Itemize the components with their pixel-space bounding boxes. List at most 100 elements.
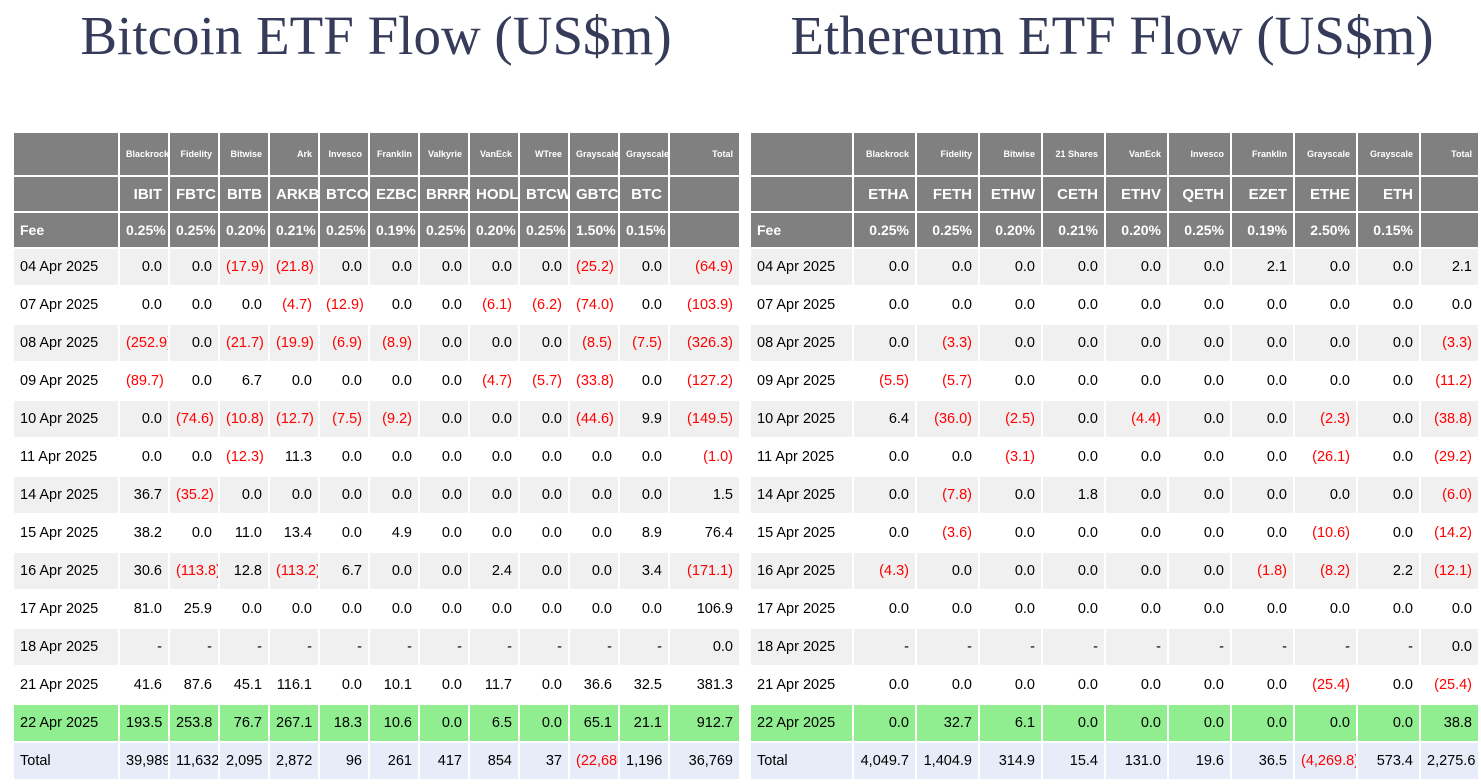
cell-value: 2.1 — [1421, 249, 1478, 285]
cell-value: 0.0 — [520, 477, 568, 513]
total-cell-value: 131.0 — [1106, 743, 1167, 779]
cell-value: 0.0 — [1169, 401, 1230, 437]
cell-value: 0.0 — [1358, 705, 1419, 741]
cell-value: 6.4 — [854, 401, 915, 437]
cell-value: 0.0 — [520, 705, 568, 741]
cell-value: (3.1) — [980, 439, 1041, 475]
total-cell-value: 36.5 — [1232, 743, 1293, 779]
row-date: 07 Apr 2025 — [751, 287, 852, 323]
provider-header: Blackrock — [854, 133, 915, 175]
row-date: 15 Apr 2025 — [14, 515, 118, 551]
ticker-header: ETHA — [854, 177, 915, 211]
cell-value: 0.0 — [120, 249, 168, 285]
fee-value: 0.25% — [320, 213, 368, 247]
cell-value: - — [1295, 629, 1356, 665]
cell-value: 0.0 — [1106, 477, 1167, 513]
table-row: 15 Apr 2025 38.2 0.0 11.0 13.4 0.0 4.9 0.0 0.0 0.… — [14, 515, 739, 551]
cell-value: (44.6) — [570, 401, 618, 437]
bitcoin-table-title: Bitcoin ETF Flow (US$m) — [80, 5, 672, 66]
fee-value: 0.19% — [370, 213, 418, 247]
cell-value: 0.0 — [980, 477, 1041, 513]
cell-value: 0.0 — [1106, 515, 1167, 551]
cell-value: (6.0) — [1421, 477, 1478, 513]
cell-value: 0.0 — [620, 477, 668, 513]
cell-value: 0.0 — [1295, 249, 1356, 285]
cell-value: 0.0 — [980, 325, 1041, 361]
cell-value: (33.8) — [570, 363, 618, 399]
cell-value: 0.0 — [1232, 363, 1293, 399]
cell-value: 0.0 — [1106, 439, 1167, 475]
row-date: 15 Apr 2025 — [751, 515, 852, 551]
cell-value: 0.0 — [1106, 325, 1167, 361]
ticker-header: EZET — [1232, 177, 1293, 211]
cell-value: 13.4 — [270, 515, 318, 551]
cell-value: 0.0 — [420, 287, 468, 323]
cell-value: 0.0 — [1358, 439, 1419, 475]
cell-value: (7.8) — [917, 477, 978, 513]
cell-value: (5.7) — [520, 363, 568, 399]
cell-value: 116.1 — [270, 667, 318, 703]
cell-value: (8.2) — [1295, 553, 1356, 589]
cell-value: - — [917, 629, 978, 665]
cell-value: - — [854, 629, 915, 665]
cell-value: 38.2 — [120, 515, 168, 551]
cell-value: 0.0 — [320, 249, 368, 285]
row-date: 14 Apr 2025 — [14, 477, 118, 513]
cell-value: 0.0 — [1295, 325, 1356, 361]
cell-value: - — [1358, 629, 1419, 665]
ticker-header: BTC — [620, 177, 668, 211]
cell-value: 2.4 — [470, 553, 518, 589]
cell-value: 0.0 — [470, 401, 518, 437]
row-date: 16 Apr 2025 — [14, 553, 118, 589]
ticker-header: ARKB — [270, 177, 318, 211]
cell-value: (36.0) — [917, 401, 978, 437]
cell-value: (64.9) — [670, 249, 739, 285]
cell-value: 0.0 — [854, 515, 915, 551]
row-date: 04 Apr 2025 — [751, 249, 852, 285]
fee-value: 0.19% — [1232, 213, 1293, 247]
cell-value: 1.5 — [670, 477, 739, 513]
cell-value: 0.0 — [1043, 325, 1104, 361]
ticker-header: BRRR — [420, 177, 468, 211]
provider-header-row: Blackrock Fidelity Bitwise 21 Shares VanEck I… — [751, 133, 1478, 175]
cell-value: 0.0 — [370, 249, 418, 285]
cell-value: 0.0 — [470, 439, 518, 475]
table-row: 10 Apr 2025 0.0 (74.6) (10.8) (12.7) (7.5) (9.… — [14, 401, 739, 437]
cell-value: 0.0 — [220, 591, 268, 627]
cell-value: 0.0 — [1043, 553, 1104, 589]
cell-value: 0.0 — [420, 553, 468, 589]
table-row: 07 Apr 2025 0.0 0.0 0.0 0.0 0.0 0.0 0.0 0.0 0.0 0.… — [751, 287, 1478, 323]
cell-value: 0.0 — [1358, 249, 1419, 285]
cell-value: (113.2) — [270, 553, 318, 589]
cell-value: 87.6 — [170, 667, 218, 703]
row-date: 21 Apr 2025 — [14, 667, 118, 703]
table-row: 14 Apr 2025 36.7 (35.2) 0.0 0.0 0.0 0.0 0.0 0.0 0… — [14, 477, 739, 513]
cell-value: - — [320, 629, 368, 665]
corner-cell — [751, 133, 852, 175]
cell-value: 0.0 — [1358, 477, 1419, 513]
row-date: 07 Apr 2025 — [14, 287, 118, 323]
ticker-header: BITB — [220, 177, 268, 211]
cell-value: 0.0 — [520, 667, 568, 703]
cell-value: - — [1169, 629, 1230, 665]
cell-value: 0.0 — [1169, 667, 1230, 703]
cell-value: 381.3 — [670, 667, 739, 703]
cell-value: 12.8 — [220, 553, 268, 589]
cell-value: (35.2) — [170, 477, 218, 513]
cell-value: 36.7 — [120, 477, 168, 513]
cell-value: 0.0 — [370, 439, 418, 475]
cell-value: 0.0 — [320, 591, 368, 627]
cell-value: 0.0 — [854, 477, 915, 513]
cell-value: 0.0 — [917, 439, 978, 475]
cell-value: - — [520, 629, 568, 665]
fee-value: 0.21% — [270, 213, 318, 247]
cell-value: 0.0 — [320, 515, 368, 551]
cell-value: (8.5) — [570, 325, 618, 361]
cell-value: 0.0 — [1169, 591, 1230, 627]
fee-value: 0.25% — [854, 213, 915, 247]
fee-row-label: Fee — [751, 213, 852, 247]
total-cell-value: 2,275.6 — [1421, 743, 1478, 779]
cell-value: 0.0 — [1169, 287, 1230, 323]
cell-value: (127.2) — [670, 363, 739, 399]
cell-value: (12.1) — [1421, 553, 1478, 589]
